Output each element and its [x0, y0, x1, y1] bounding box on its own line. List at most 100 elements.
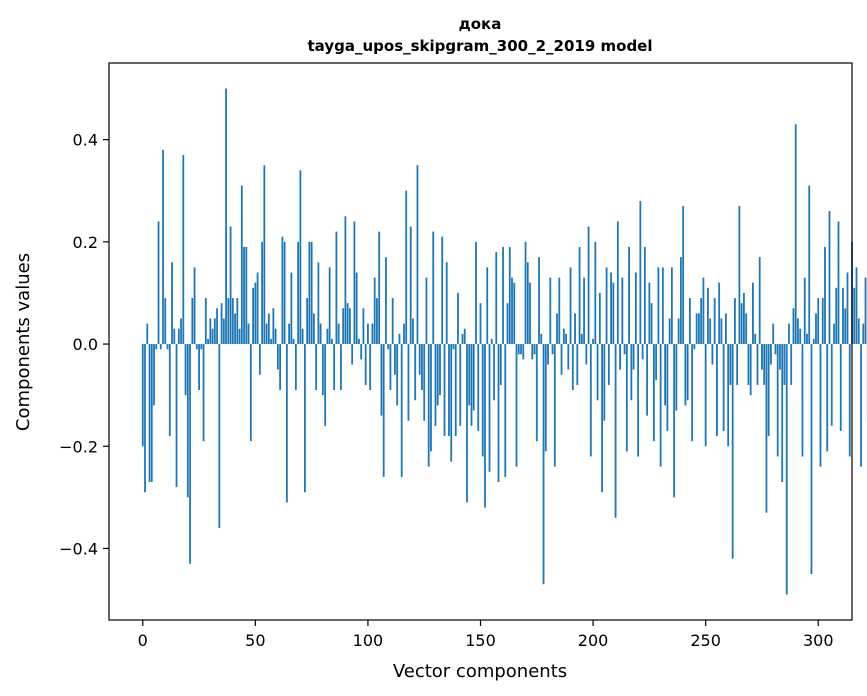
bar [830, 344, 833, 426]
bar [661, 267, 664, 345]
bar [204, 298, 207, 345]
bar [666, 344, 669, 431]
bar [781, 344, 784, 483]
bar [677, 318, 680, 345]
bar [423, 344, 426, 421]
bar [412, 318, 414, 345]
bar [254, 282, 257, 345]
bar [693, 344, 696, 350]
bar [639, 200, 642, 345]
bar [589, 344, 592, 457]
bar [146, 323, 149, 345]
bar [844, 308, 847, 345]
bar [198, 344, 200, 391]
bar [529, 282, 531, 345]
bar [312, 313, 315, 345]
bar [770, 344, 772, 365]
bar [445, 262, 448, 345]
bar [643, 246, 646, 345]
bar [229, 226, 232, 345]
bar [450, 344, 453, 462]
bar [833, 323, 835, 345]
bar [256, 272, 259, 345]
bar [319, 323, 322, 345]
bar [351, 344, 354, 365]
bar [499, 344, 502, 385]
bar [459, 344, 462, 426]
bar [621, 277, 624, 345]
bar [218, 344, 221, 529]
x-tick-label: 100 [353, 631, 384, 650]
bar [159, 344, 162, 350]
bar [247, 323, 250, 345]
bar [862, 323, 865, 345]
bar [637, 344, 640, 457]
bar [258, 344, 261, 375]
bar [157, 221, 160, 345]
bar [245, 246, 248, 345]
bar [189, 344, 191, 564]
bar [263, 165, 266, 345]
bar [727, 344, 730, 447]
bar [646, 344, 649, 416]
bar [513, 282, 516, 345]
bar [466, 344, 468, 503]
bar [457, 292, 459, 345]
bar [659, 344, 662, 467]
bar [553, 344, 556, 467]
bar [432, 231, 435, 345]
x-tick-label: 250 [690, 631, 721, 650]
bar [688, 298, 691, 345]
bar [150, 344, 153, 483]
bar [164, 298, 167, 345]
bar [551, 344, 554, 355]
bar [400, 344, 403, 477]
bar [472, 344, 475, 411]
bar [200, 344, 203, 350]
bar [562, 328, 565, 345]
bar [616, 221, 619, 345]
bar [520, 344, 522, 355]
bar [765, 344, 768, 513]
bar [603, 344, 606, 421]
bar [711, 344, 714, 365]
bar [279, 344, 282, 391]
x-axis-ticks: 0 50 100 150 200 250 300 [138, 620, 834, 650]
bar [335, 231, 338, 345]
bar [682, 206, 685, 345]
bar [571, 344, 574, 391]
bar [236, 298, 239, 345]
bar [382, 344, 385, 477]
bar [722, 344, 725, 431]
bar [191, 298, 194, 345]
bar [177, 328, 180, 345]
bar [857, 318, 860, 345]
bar [560, 344, 563, 375]
bar [484, 344, 486, 508]
bar [821, 298, 824, 345]
bar [668, 318, 671, 345]
bar [524, 241, 527, 345]
bar [747, 344, 750, 385]
bar [162, 149, 164, 345]
bar [220, 303, 223, 345]
bar [846, 272, 849, 345]
bar [515, 344, 518, 467]
bar [774, 344, 777, 355]
x-tick-label: 50 [245, 631, 265, 650]
bar [227, 298, 230, 345]
bar [299, 170, 302, 345]
bar [797, 318, 799, 345]
bar [650, 303, 653, 345]
bar [540, 333, 543, 345]
y-tick-label: −0.2 [59, 437, 98, 456]
bar [569, 267, 572, 345]
bar [186, 344, 189, 498]
bar [652, 344, 655, 442]
bar [648, 282, 651, 345]
bar [788, 323, 790, 345]
bar [842, 287, 844, 345]
bar [533, 344, 536, 355]
bar [430, 344, 432, 452]
bar [153, 344, 155, 406]
